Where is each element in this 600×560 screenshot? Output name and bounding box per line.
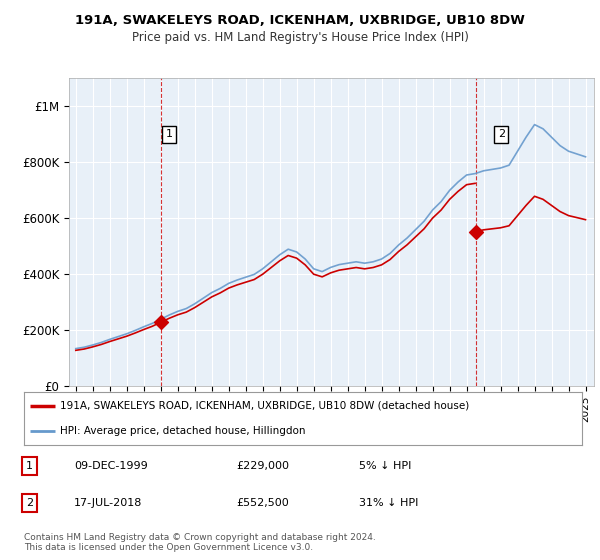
- Text: This data is licensed under the Open Government Licence v3.0.: This data is licensed under the Open Gov…: [24, 543, 313, 552]
- Text: 191A, SWAKELEYS ROAD, ICKENHAM, UXBRIDGE, UB10 8DW: 191A, SWAKELEYS ROAD, ICKENHAM, UXBRIDGE…: [75, 14, 525, 27]
- Text: 5% ↓ HPI: 5% ↓ HPI: [359, 461, 411, 471]
- Text: 2: 2: [497, 129, 505, 139]
- Text: Price paid vs. HM Land Registry's House Price Index (HPI): Price paid vs. HM Land Registry's House …: [131, 31, 469, 44]
- Text: £552,500: £552,500: [236, 498, 289, 508]
- Text: HPI: Average price, detached house, Hillingdon: HPI: Average price, detached house, Hill…: [60, 426, 306, 436]
- Text: 31% ↓ HPI: 31% ↓ HPI: [359, 498, 418, 508]
- Text: 1: 1: [166, 129, 173, 139]
- Text: £229,000: £229,000: [236, 461, 289, 471]
- Text: 1: 1: [26, 461, 33, 471]
- Point: [471, 227, 481, 236]
- Text: 191A, SWAKELEYS ROAD, ICKENHAM, UXBRIDGE, UB10 8DW (detached house): 191A, SWAKELEYS ROAD, ICKENHAM, UXBRIDGE…: [60, 401, 470, 411]
- Point: [156, 318, 166, 326]
- Text: 2: 2: [26, 498, 33, 508]
- Text: 09-DEC-1999: 09-DEC-1999: [74, 461, 148, 471]
- Text: 17-JUL-2018: 17-JUL-2018: [74, 498, 143, 508]
- Text: Contains HM Land Registry data © Crown copyright and database right 2024.: Contains HM Land Registry data © Crown c…: [24, 533, 376, 542]
